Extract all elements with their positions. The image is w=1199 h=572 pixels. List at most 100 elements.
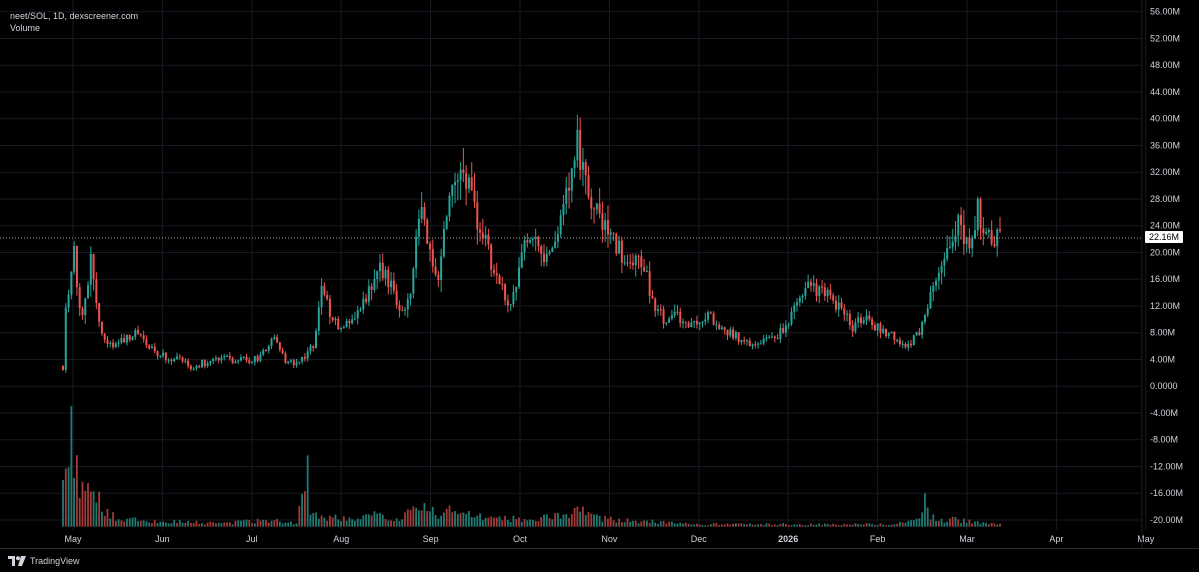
candle-body — [796, 302, 799, 306]
candle-body — [695, 320, 698, 325]
volume-bar — [682, 523, 684, 527]
volume-bar — [276, 518, 278, 527]
candle-body — [170, 359, 173, 362]
candle-body — [437, 274, 440, 280]
volume-bar — [367, 514, 370, 527]
candle-body — [779, 328, 782, 340]
volume-bar — [862, 524, 865, 527]
volume-bar — [848, 524, 851, 527]
volume-bar — [242, 520, 245, 527]
volume-bar — [607, 518, 609, 527]
volume-bar — [679, 522, 682, 527]
candle-body — [406, 299, 409, 310]
volume-bar — [373, 511, 376, 527]
candle-body — [918, 332, 921, 335]
candle-body — [298, 361, 301, 363]
candle-body — [912, 335, 915, 346]
candle-body — [846, 313, 849, 315]
volume-bar — [776, 525, 779, 527]
candle-body — [581, 162, 584, 170]
candle-body — [687, 322, 690, 328]
candle-body — [473, 190, 476, 203]
candle-body — [356, 310, 359, 319]
candle-body — [153, 346, 156, 352]
volume-bar — [726, 523, 729, 527]
volume-bar — [481, 520, 484, 527]
volume-bar — [779, 523, 782, 527]
candle-body — [843, 307, 846, 315]
volume-bar — [287, 522, 290, 527]
volume-bar — [468, 510, 470, 527]
candle-body — [504, 284, 507, 301]
candle-body — [971, 238, 974, 249]
volume-bar — [876, 525, 879, 527]
candle-body — [217, 357, 220, 361]
candle-body — [801, 295, 804, 298]
volume-bar — [854, 523, 857, 527]
candle-body — [973, 230, 976, 239]
candle-body — [854, 322, 857, 332]
volume-bar — [109, 518, 112, 527]
volume-bar — [846, 524, 848, 527]
volume-bar — [170, 523, 173, 527]
volume-bar — [342, 516, 345, 527]
candle-body — [568, 187, 571, 191]
volume-bar — [926, 507, 929, 527]
candle-body — [148, 345, 151, 349]
chart-canvas[interactable]: 56.00M 52.00M 48.00M 44.00M 40.00M 36.00M 32.0… — [0, 0, 1199, 548]
candle-body — [896, 339, 899, 341]
candle-body — [937, 272, 940, 281]
candle-body — [125, 334, 128, 343]
x-axis-tick-label: Aug — [333, 534, 349, 544]
volume-bar — [451, 512, 454, 527]
volume-bar — [203, 524, 206, 527]
candle-body — [181, 357, 184, 362]
candle-body — [351, 319, 354, 324]
candle-body — [231, 358, 234, 364]
candle-body — [303, 356, 306, 359]
volume-bar — [67, 467, 70, 527]
volume-bar — [81, 481, 84, 527]
volume-bar — [443, 512, 445, 527]
candle-body — [954, 235, 957, 242]
volume-bar — [173, 520, 176, 527]
candle-body — [67, 294, 70, 308]
volume-bar — [993, 523, 996, 527]
volume-bar — [267, 522, 270, 527]
volume-bar — [401, 519, 404, 527]
candle-body — [865, 315, 868, 321]
volume-bar — [189, 522, 192, 527]
candle-body — [520, 252, 523, 268]
volume-bar — [70, 406, 73, 527]
volume-bar — [882, 524, 885, 527]
volume-bar — [215, 523, 217, 527]
tradingview-branding[interactable]: TradingView — [8, 556, 80, 566]
volume-bar — [937, 520, 940, 527]
candle-body — [821, 286, 824, 288]
candle-body — [220, 357, 223, 361]
candle-body — [398, 305, 401, 311]
candle-body — [576, 129, 579, 161]
candle-body — [976, 198, 979, 231]
volume-bar — [965, 522, 968, 527]
candle-body — [826, 289, 829, 297]
candle-body — [340, 328, 343, 330]
y-axis-tick-label: 12.00M — [1150, 301, 1180, 311]
candle-body — [709, 312, 712, 314]
candle-body — [946, 248, 949, 259]
candle-body — [301, 356, 304, 362]
volume-bar — [659, 521, 662, 527]
candle-body — [765, 337, 768, 339]
candle-body — [737, 332, 740, 342]
volume-bar — [873, 524, 876, 527]
volume-bar — [351, 519, 354, 527]
x-axis-tick-label: Apr — [1049, 534, 1063, 544]
volume-bar — [151, 523, 153, 527]
volume-bar — [901, 522, 904, 527]
volume-bar — [982, 522, 985, 527]
candle-body — [403, 309, 406, 311]
volume-bar — [409, 509, 412, 527]
volume-bar — [265, 520, 267, 527]
candle-body — [490, 244, 493, 270]
candle-body — [726, 330, 729, 336]
